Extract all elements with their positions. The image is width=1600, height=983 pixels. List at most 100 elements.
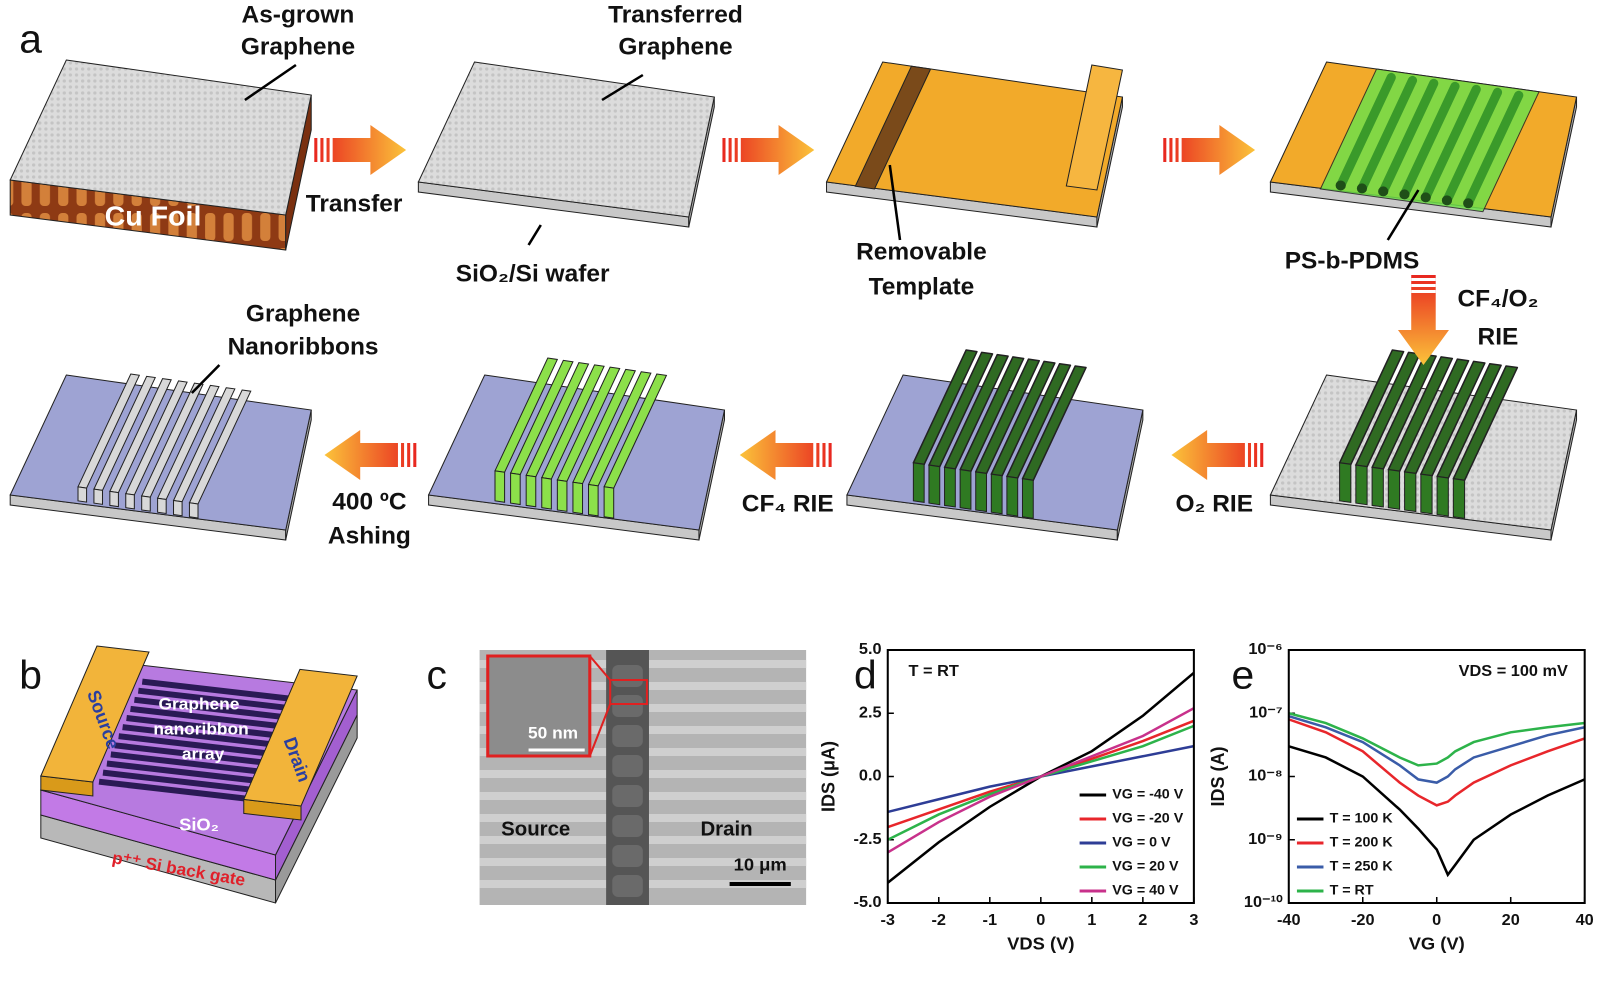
cylinder-end	[1420, 192, 1431, 203]
ribbon-end	[510, 472, 521, 506]
x-tick-label: 2	[1138, 911, 1147, 929]
ribbon-end	[141, 495, 151, 512]
plot-frame	[886, 649, 1195, 904]
label: 400 ºC	[332, 489, 406, 516]
pointer	[888, 164, 902, 241]
nanoribbon	[102, 769, 260, 794]
arrow-dash	[404, 443, 408, 467]
process-arrow	[722, 125, 815, 175]
ribbon-end	[1021, 478, 1034, 519]
ribbon-end	[603, 486, 615, 519]
label: As-grown	[242, 2, 355, 29]
ribbon-end	[1436, 475, 1449, 517]
ribbon-end	[494, 470, 506, 503]
series-line	[1288, 745, 1586, 878]
nanoribbon	[98, 778, 256, 803]
ribbon-end	[572, 481, 584, 515]
panel-label: c	[427, 652, 447, 698]
label: SiO₂	[179, 815, 219, 835]
arrow-dash	[1251, 443, 1255, 467]
legend-label: VG = 0 V	[1112, 834, 1171, 850]
arrow-dash	[317, 138, 321, 162]
arrow-body	[739, 430, 832, 480]
sem-cell	[612, 695, 643, 717]
pointer	[190, 364, 221, 394]
y-tick-label: 10⁻⁹	[1248, 830, 1283, 848]
cylinder	[1378, 78, 1439, 196]
panel-label: b	[19, 652, 42, 698]
label: Template	[869, 274, 975, 301]
cylinder	[1442, 87, 1503, 205]
arrow-dash	[825, 443, 829, 467]
x-tick-label: -2	[932, 911, 947, 929]
x-tick-label: 0	[1036, 911, 1045, 929]
cylinder	[1357, 75, 1418, 193]
ribbon-end	[1371, 466, 1384, 508]
pointer	[527, 224, 542, 246]
series-line	[1288, 712, 1585, 767]
ribbon-end	[990, 473, 1003, 515]
label: Nanoribbons	[228, 334, 379, 361]
ribbon-end	[77, 486, 88, 503]
arrow-dash	[1411, 278, 1436, 281]
arrow-dash	[1166, 138, 1170, 162]
sem-cell	[612, 845, 643, 867]
y-axis-label: IDS (A)	[1208, 747, 1228, 807]
sem-cell	[612, 755, 643, 777]
nanoribbon	[130, 705, 287, 730]
zoom-line	[588, 703, 612, 757]
y-tick-label: -2.5	[854, 830, 882, 848]
label: 50 nm	[528, 723, 578, 743]
label: Graphene	[241, 34, 355, 61]
label: Transfer	[306, 191, 403, 218]
arrow-dash	[1257, 443, 1261, 467]
x-tick-label: -1	[983, 911, 998, 929]
x-axis-label: VDS (V)	[1007, 934, 1074, 954]
pointer	[601, 73, 644, 102]
ribbon-end	[944, 466, 956, 508]
legend-label: VG = -20 V	[1112, 810, 1184, 826]
legend-label: VG = 40 V	[1112, 882, 1179, 898]
cylinder-end	[1441, 195, 1453, 206]
y-tick-label: 2.5	[859, 704, 882, 722]
ribbon-end	[1404, 471, 1417, 513]
arrow-body	[324, 430, 417, 480]
label: 10 μm	[734, 855, 787, 875]
label: Cu Foil	[105, 200, 202, 232]
x-axis-label: VG (V)	[1409, 934, 1465, 954]
label: Ashing	[328, 523, 411, 550]
nanoribbon	[118, 733, 276, 758]
series-line	[887, 744, 1195, 814]
arrow-dash	[813, 443, 817, 467]
sem-cell	[612, 875, 643, 897]
process-arrow	[324, 430, 417, 480]
sem-cell	[612, 785, 643, 807]
template	[854, 65, 932, 190]
ribbon-end	[1452, 478, 1466, 519]
ribbon-end	[1006, 475, 1019, 517]
y-tick-label: 10⁻⁶	[1248, 640, 1282, 658]
ribbon-end	[588, 483, 599, 517]
nanoribbon	[114, 742, 272, 767]
nanoribbon	[141, 678, 299, 703]
label: Graphene	[246, 301, 360, 328]
nanoribbon	[122, 724, 280, 749]
nanoribbon	[126, 715, 284, 739]
nanoribbon	[134, 696, 291, 721]
sem-viewbox	[609, 679, 648, 705]
template-wall	[1065, 64, 1124, 191]
nanoribbon	[110, 751, 268, 776]
series-line	[887, 707, 1195, 854]
cylinder-end	[1378, 186, 1389, 197]
ribbon-end	[157, 497, 167, 515]
ribbon-end	[928, 464, 941, 506]
y-tick-label: 10⁻⁸	[1248, 767, 1282, 785]
label: Graphene	[159, 694, 240, 714]
arrow-dash	[1411, 284, 1436, 287]
legend-label: T = 250 K	[1330, 858, 1394, 874]
ribbon-end	[959, 469, 972, 510]
x-tick-label: -20	[1351, 911, 1375, 929]
cylinder-end	[1463, 198, 1474, 209]
legend-label: T = 100 K	[1330, 810, 1394, 826]
x-tick-label: -3	[880, 911, 895, 929]
